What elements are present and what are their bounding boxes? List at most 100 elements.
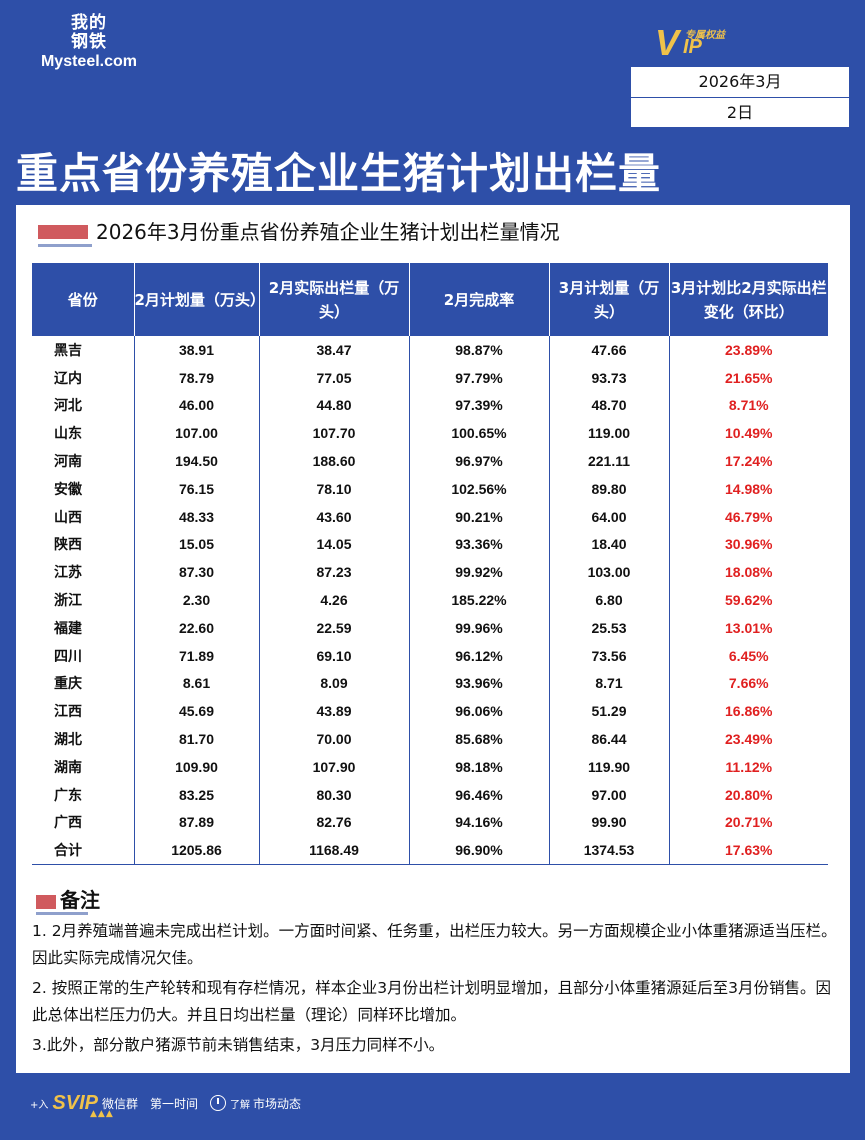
- table-cell: 73.56: [549, 641, 670, 670]
- table-cell: 48.70: [549, 391, 670, 420]
- table-cell: 8.71: [549, 669, 670, 698]
- table-cell: 江苏: [32, 558, 135, 587]
- table-cell: 70.00: [259, 725, 410, 753]
- table-cell: 64.00: [549, 502, 670, 531]
- logo-en: Mysteel.com: [40, 53, 138, 70]
- table-cell: 湖南: [32, 752, 135, 781]
- vip-v: V: [655, 22, 680, 63]
- table-cell: 6.45%: [728, 647, 769, 664]
- table-cell: 76.15: [134, 474, 260, 503]
- content-card: 2026年3月份重点省份养殖企业生猪计划出栏量情况 省份 2月计划量（万头） 2月实…: [16, 205, 850, 1073]
- clock-icon: [210, 1095, 226, 1111]
- table-cell: 81.70: [134, 725, 260, 753]
- notes-body: 1. 2月养殖端普遍未完成出栏计划。一方面时间紧、任务重，出栏压力较大。另一方面…: [32, 918, 838, 1062]
- logo-cn-top: 我的: [71, 13, 107, 33]
- table-cell: 43.89: [259, 697, 410, 726]
- table-cell: 44.80: [259, 391, 410, 420]
- table-cell: 93.36%: [409, 530, 550, 559]
- table-cell: 96.06%: [409, 697, 550, 726]
- table-cell: 99.96%: [409, 613, 550, 642]
- footer-learn: 了解: [230, 1099, 250, 1111]
- column-header: 2月计划量（万头）: [134, 263, 265, 336]
- table-cell: 广东: [32, 780, 135, 809]
- footer-svip: SVIP: [52, 1091, 98, 1114]
- table-cell: 86.44: [549, 725, 670, 753]
- table-cell: 119.00: [549, 419, 670, 448]
- table-cell: 11.12%: [725, 758, 773, 775]
- table-cell: 30.96%: [725, 536, 773, 553]
- table-cell: 43.60: [259, 502, 410, 531]
- table-cell: 96.97%: [409, 447, 550, 475]
- table-row: 山西 48.33 43.60 90.21% 64.00 46.79%: [32, 502, 828, 531]
- table-cell: 16.86%: [725, 703, 773, 720]
- table-cell: 93.73: [549, 363, 670, 392]
- vip-badge: V 专属权益 IP: [655, 22, 745, 63]
- table-cell: 湖北: [32, 725, 135, 753]
- vip-tag: 专属权益: [685, 30, 725, 41]
- date-box: 2026年3月 2日: [630, 66, 850, 128]
- table-row: 广西 87.89 82.76 94.16% 99.90 20.71%: [32, 808, 828, 837]
- table-cell: 辽内: [32, 363, 135, 392]
- mysteel-logo: 我的 钢铁 Mysteel.com: [34, 14, 144, 80]
- note-item-3: 3.此外，部分散户猪源节前未销售结束，3月压力同样不小。: [32, 1036, 445, 1054]
- table-cell: 59.62%: [725, 592, 773, 609]
- table-cell: 107.70: [259, 419, 410, 448]
- table-cell: 47.66: [549, 336, 670, 364]
- table-cell: 18.08%: [725, 564, 773, 581]
- table-cell: 河南: [32, 447, 135, 475]
- table-cell: 合计: [32, 836, 135, 865]
- table-cell: 99.92%: [409, 558, 550, 587]
- footer-market: 市场动态: [253, 1096, 302, 1111]
- triangle-icons: ▲▲▲: [90, 1109, 114, 1119]
- table-cell: 广西: [32, 808, 135, 837]
- table-cell: 100.65%: [409, 419, 550, 448]
- table-cell: 四川: [32, 641, 135, 670]
- table-cell: 93.96%: [409, 669, 550, 698]
- table-row: 河北 46.00 44.80 97.39% 48.70 8.71%: [32, 391, 828, 420]
- table-cell: 23.49%: [725, 731, 773, 748]
- table-cell: 黑吉: [32, 336, 135, 364]
- table-cell: 22.59: [259, 613, 410, 642]
- table-cell: 103.00: [549, 558, 670, 587]
- table-row: 江苏 87.30 87.23 99.92% 103.00 18.08%: [32, 558, 828, 587]
- table-cell: 22.60: [134, 613, 260, 642]
- table-header-row: 省份 2月计划量（万头） 2月实际出栏量（万头） 2月完成率 3月计划量（万头） 3月计划…: [32, 263, 828, 336]
- note-item-2: 2. 按照正常的生产轮转和现有存栏情况，样本企业3月份出栏计划明显增加，且部分小…: [32, 979, 831, 1024]
- table-cell: 2.30: [134, 586, 260, 614]
- footer-plus: +入: [30, 1099, 49, 1111]
- notes-underline: [36, 912, 88, 915]
- table-cell: 185.22%: [409, 586, 550, 614]
- table-cell: 94.16%: [409, 808, 550, 837]
- table-cell: 119.90: [549, 752, 670, 781]
- table-cell: 38.47: [259, 336, 410, 364]
- table-cell: 7.66%: [728, 675, 769, 692]
- table-cell: 85.68%: [409, 725, 550, 753]
- footer-first-time: 第一时间: [149, 1096, 198, 1111]
- table-row: 重庆 8.61 8.09 93.96% 8.71 7.66%: [32, 669, 828, 698]
- column-header: 2月完成率: [409, 263, 550, 336]
- vip-ip: IP: [683, 36, 702, 58]
- table-cell: 江西: [32, 697, 135, 726]
- table-cell: 14.98%: [725, 480, 773, 497]
- table-cell: 97.39%: [409, 391, 550, 420]
- table-cell: 陕西: [32, 530, 135, 559]
- column-header: 3月计划比2月实际出栏变化（环比）: [669, 263, 828, 336]
- table-cell: 194.50: [134, 447, 260, 475]
- table-row: 安徽 76.15 78.10 102.56% 89.80 14.98%: [32, 474, 828, 503]
- note-item-1: 1. 2月养殖端普遍未完成出栏计划。一方面时间紧、任务重，出栏压力较大。另一方面…: [32, 922, 837, 967]
- table-cell: 98.87%: [409, 336, 550, 364]
- table-row: 陕西 15.05 14.05 93.36% 18.40 30.96%: [32, 530, 828, 559]
- table-cell: 8.71%: [728, 397, 769, 414]
- table-cell: 78.10: [259, 474, 410, 503]
- column-header: 省份: [32, 263, 135, 336]
- table-cell: 8.61: [134, 669, 260, 698]
- table-cell: 98.18%: [409, 752, 550, 781]
- table-cell: 99.90: [549, 808, 670, 837]
- table-cell: 82.76: [259, 808, 410, 837]
- table-cell: 17.24%: [725, 453, 773, 470]
- table-cell: 80.30: [259, 780, 410, 809]
- table-cell: 安徽: [32, 474, 135, 503]
- table-cell: 25.53: [549, 613, 670, 642]
- table-row: 浙江 2.30 4.26 185.22% 6.80 59.62%: [32, 586, 828, 614]
- table-cell: 87.30: [134, 558, 260, 587]
